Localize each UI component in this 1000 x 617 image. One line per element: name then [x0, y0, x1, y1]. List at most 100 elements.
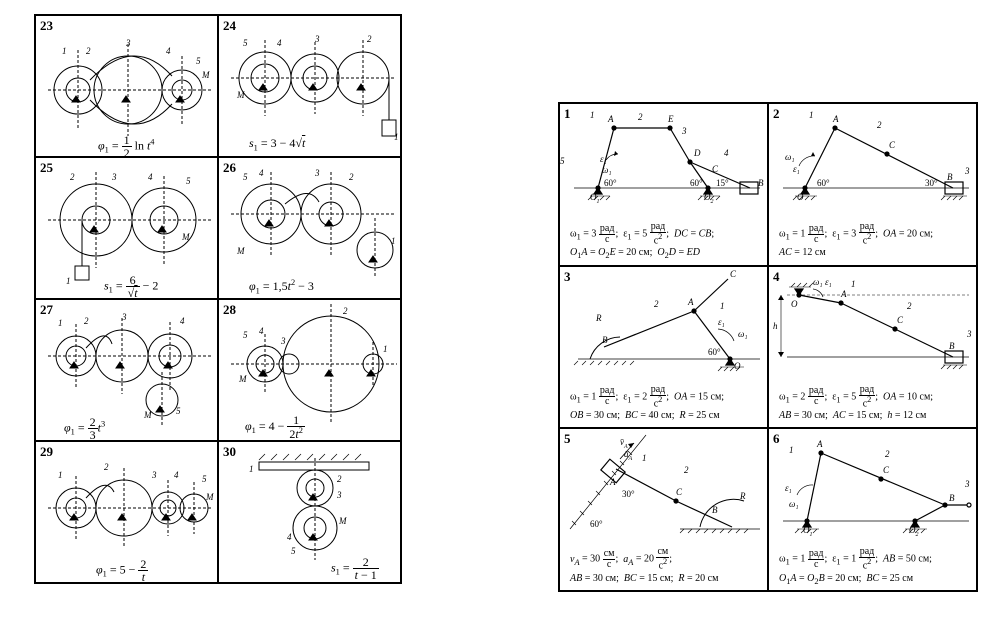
- equation-26: φ1 = 1,5t2 − 3: [249, 278, 314, 295]
- svg-text:5: 5: [243, 172, 248, 182]
- svg-text:B: B: [949, 341, 955, 351]
- svg-text:2: 2: [638, 112, 643, 122]
- svg-text:2: 2: [877, 120, 882, 130]
- svg-text:B: B: [949, 493, 955, 503]
- svg-text:1: 1: [642, 453, 647, 463]
- svg-text:M: M: [238, 374, 247, 384]
- svg-text:4: 4: [174, 470, 179, 480]
- svg-text:ε₁: ε₁: [785, 483, 792, 493]
- svg-text:2: 2: [349, 172, 354, 182]
- figure-1: AE DC B O1 O2 12 34 5 60° 60° 15° ε₁ ω₁: [560, 104, 768, 224]
- left-block: 23 12 34 5M φ1 = 12: [34, 14, 402, 584]
- svg-text:5: 5: [291, 546, 296, 556]
- params-1: ω1 = 3 радс; ε1 = 5 радс2; DC = CB; O1A …: [570, 222, 714, 262]
- params-4: ω1 = 2 радс; ε1 = 5 радс2; OA = 10 см; A…: [779, 385, 933, 423]
- svg-text:5: 5: [243, 38, 248, 48]
- svg-text:4: 4: [259, 168, 264, 178]
- svg-text:2: 2: [86, 46, 91, 56]
- svg-text:B: B: [602, 335, 608, 345]
- svg-text:4: 4: [148, 172, 153, 182]
- equation-29: φ1 = 5 − 2t: [96, 558, 148, 583]
- svg-text:4: 4: [287, 532, 292, 542]
- svg-text:3: 3: [964, 479, 970, 489]
- svg-text:A: A: [687, 297, 694, 307]
- equation-27: φ1 = 23t3: [64, 416, 105, 441]
- svg-text:1: 1: [590, 110, 595, 120]
- svg-text:5: 5: [202, 474, 207, 484]
- svg-text:ε₁: ε₁: [793, 164, 800, 174]
- svg-text:60°: 60°: [708, 347, 721, 357]
- equation-23: φ1 = 12 ln t4: [98, 134, 154, 157]
- svg-text:1: 1: [66, 276, 71, 286]
- figure-6: AC B O1 O2 12 3 ε₁ ω₁: [769, 429, 977, 549]
- svg-text:60°: 60°: [690, 178, 703, 188]
- svg-text:C: C: [712, 164, 719, 174]
- svg-text:D: D: [693, 148, 701, 158]
- svg-text:C: C: [676, 487, 683, 497]
- svg-text:ω₁: ω₁: [602, 165, 611, 175]
- svg-text:2: 2: [70, 172, 75, 182]
- svg-text:1: 1: [249, 464, 254, 474]
- svg-text:4: 4: [277, 38, 282, 48]
- svg-text:5: 5: [243, 330, 248, 340]
- params-6: ω1 = 1 радс; ε1 = 1 радс2; AB = 50 см; O…: [779, 547, 932, 587]
- svg-text:30°: 30°: [925, 178, 938, 188]
- problem-25: 25 23 45 1M s1 = 6√t − 2: [35, 157, 218, 299]
- svg-text:A: A: [609, 477, 616, 487]
- svg-text:āA: āA: [624, 449, 633, 462]
- svg-text:ω₁: ω₁: [789, 499, 798, 509]
- svg-text:M: M: [236, 246, 245, 256]
- equation-25: s1 = 6√t − 2: [104, 274, 158, 299]
- problem-30: 30 12 34 5M s1 = 2t − 1: [218, 441, 401, 583]
- svg-text:1: 1: [720, 301, 725, 311]
- svg-text:C: C: [730, 269, 737, 279]
- figure-3: CA BO R 21 60° ε₁ ω₁: [560, 267, 768, 387]
- equation-24: s1 = 3 − 4√t: [249, 136, 305, 152]
- svg-text:2: 2: [684, 465, 689, 475]
- svg-text:60°: 60°: [817, 178, 830, 188]
- problem-1: 1: [559, 103, 768, 266]
- svg-text:ε₁: ε₁: [600, 154, 607, 164]
- svg-text:A: A: [832, 114, 839, 124]
- problem-28: 28 54 32 1M φ1 = 4 − 12t2: [218, 299, 401, 441]
- problem-5: 5 AC BR v̄A āA: [559, 428, 768, 591]
- problem-4: 4 OA CB: [768, 266, 977, 429]
- svg-text:ε₁: ε₁: [718, 317, 725, 327]
- svg-text:3: 3: [681, 126, 687, 136]
- svg-text:3: 3: [336, 490, 342, 500]
- svg-text:2: 2: [907, 301, 912, 311]
- svg-text:M: M: [205, 492, 214, 502]
- figure-5: AC BR v̄A āA 12 30° 60°: [560, 429, 768, 549]
- problem-27: 27 12 34 5M: [35, 299, 218, 441]
- params-3: ω1 = 1 радс; ε1 = 2 радс2; OA = 15 см; O…: [570, 385, 724, 423]
- svg-text:A: A: [607, 114, 614, 124]
- svg-text:5: 5: [560, 156, 565, 166]
- svg-text:B: B: [712, 505, 718, 515]
- svg-text:1: 1: [851, 279, 856, 289]
- svg-text:1: 1: [391, 236, 396, 246]
- svg-text:2: 2: [654, 299, 659, 309]
- svg-text:h: h: [773, 321, 778, 331]
- svg-text:3: 3: [964, 166, 970, 176]
- problem-23: 23 12 34 5M φ1 = 12: [35, 15, 218, 157]
- figure-4: OA CB 12 3 h ω₁ ε₁: [769, 267, 977, 387]
- svg-text:A: A: [816, 439, 823, 449]
- svg-text:3: 3: [966, 329, 972, 339]
- svg-text:C: C: [897, 315, 904, 325]
- svg-text:ω₁: ω₁: [785, 152, 794, 162]
- svg-text:4: 4: [259, 326, 264, 336]
- problem-3: 3 CA BO R 21 60°: [559, 266, 768, 429]
- svg-text:3: 3: [314, 168, 320, 178]
- svg-text:1: 1: [809, 110, 814, 120]
- svg-text:M: M: [201, 70, 210, 80]
- svg-text:M: M: [236, 90, 245, 100]
- svg-text:1: 1: [394, 132, 399, 142]
- params-2: ω1 = 1 радс; ε1 = 3 радс2; OA = 20 см; A…: [779, 222, 933, 260]
- svg-text:3: 3: [125, 38, 131, 48]
- svg-text:1: 1: [58, 470, 63, 480]
- figure-24: 54 32 M1: [219, 16, 401, 157]
- svg-text:5: 5: [196, 56, 201, 66]
- svg-text:15°: 15°: [716, 178, 729, 188]
- svg-text:2: 2: [337, 474, 342, 484]
- svg-text:4: 4: [724, 148, 729, 158]
